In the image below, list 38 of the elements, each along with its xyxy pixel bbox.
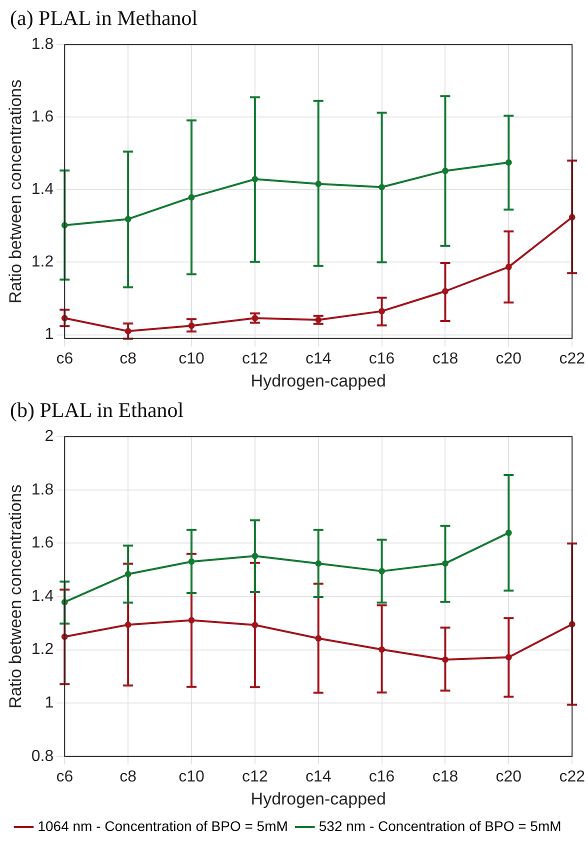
- y-tick-label: 1: [44, 694, 54, 712]
- x-tick-label: c10: [178, 768, 205, 786]
- x-tick-label: c8: [120, 768, 137, 786]
- y-tick-label: 1.4: [31, 181, 54, 198]
- y-axis-title: Ratio between concentrations: [6, 80, 25, 304]
- y-tick-label: 1.6: [31, 108, 54, 126]
- chart-title: (a) PLAL in Methanol: [10, 6, 199, 32]
- x-tick-label: c12: [242, 350, 268, 368]
- x-tick-label: c16: [368, 350, 395, 368]
- legend-label: 1064 nm - Concentration of BPO = 5mM: [38, 818, 288, 834]
- x-axis-title: Hydrogen-capped: [250, 789, 386, 808]
- y-tick-label: 1.2: [31, 641, 54, 658]
- y-tick-label: 0.8: [31, 748, 54, 765]
- x-axis-title: Hydrogen-capped: [250, 371, 386, 390]
- x-tick-label: c22: [559, 350, 586, 368]
- x-tick-label: c16: [368, 768, 395, 786]
- x-tick-label: c6: [56, 350, 74, 368]
- y-tick-label: 1.6: [31, 534, 54, 552]
- x-tick-label: c22: [559, 768, 586, 786]
- x-tick-label: c12: [242, 768, 268, 786]
- x-tick-label: c18: [432, 768, 458, 786]
- y-tick-label: 1.2: [31, 254, 54, 271]
- x-tick-label: c10: [178, 350, 205, 368]
- x-tick-label: c14: [305, 350, 332, 368]
- x-tick-label: c18: [432, 350, 458, 368]
- x-tick-label: c20: [496, 768, 522, 786]
- legend-label: 532 nm - Concentration of BPO = 5mM: [318, 818, 562, 834]
- y-tick-label: 1.8: [31, 481, 54, 498]
- y-tick-label: 1.4: [31, 588, 54, 605]
- y-tick-label: 1: [44, 326, 54, 344]
- y-tick-label: 2: [44, 428, 54, 446]
- x-tick-label: c8: [120, 350, 137, 368]
- chart-title: (b) PLAL in Ethanol: [10, 398, 185, 424]
- y-axis-title: Ratio between concentrations: [6, 484, 25, 708]
- x-tick-label: c6: [56, 768, 74, 786]
- y-tick-label: 1.8: [31, 36, 54, 54]
- x-tick-label: c20: [496, 350, 522, 368]
- x-tick-label: c14: [305, 768, 332, 786]
